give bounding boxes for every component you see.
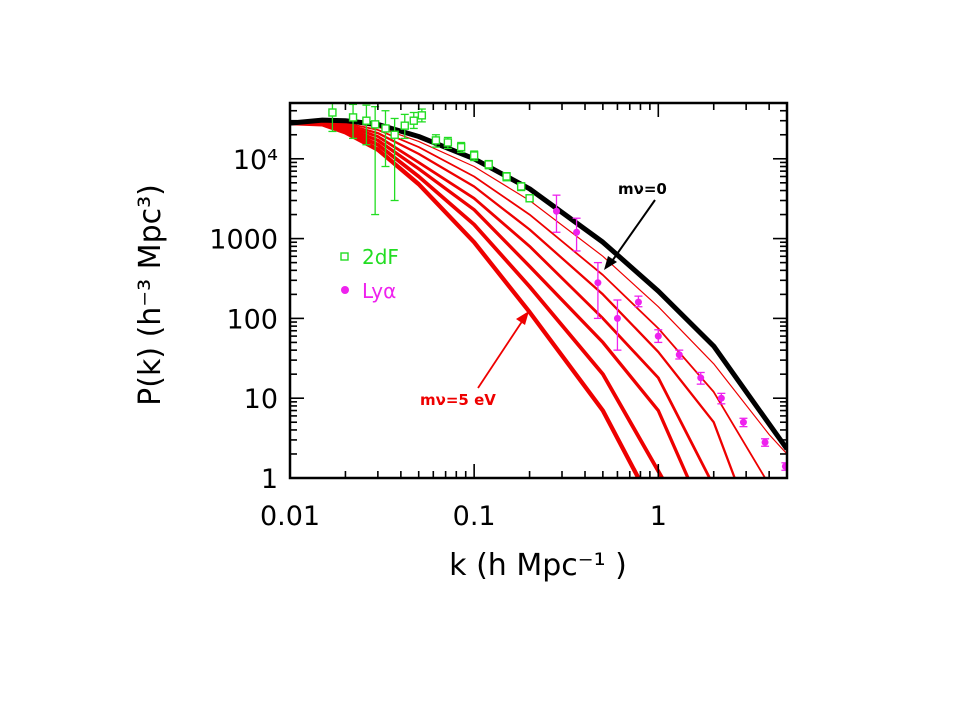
data-point-lya (594, 279, 602, 287)
legend-label-lya: Lyα (362, 279, 396, 303)
data-point-2df (502, 172, 511, 181)
data-point-lya (613, 314, 621, 322)
lya-data-points (552, 194, 787, 471)
data-point-2df (328, 108, 337, 117)
data-point-2df (443, 138, 453, 147)
y-tick-label: 1 (261, 464, 278, 495)
data-point-2df (417, 111, 427, 120)
data-point-lya (552, 207, 560, 215)
data-point-lya (634, 298, 642, 306)
data-point-lya (761, 438, 769, 446)
model-curve (290, 121, 664, 478)
x-tick-label: 0.01 (260, 501, 320, 532)
y-tick-label: 10⁴ (233, 145, 278, 176)
data-point-2df (348, 113, 358, 122)
legend-label-2df: 2dF (362, 245, 399, 269)
plot-frame (288, 101, 789, 480)
x-ticks: 0.01 0.1 1 (260, 103, 788, 532)
x-tick-label: 1 (650, 501, 667, 532)
data-point-2df (456, 142, 466, 152)
data-point-2df (484, 160, 493, 169)
data-point-2df (431, 136, 441, 145)
annotation-mnu-5ev: mν=5 eV (420, 391, 496, 409)
data-point-2df (409, 116, 418, 125)
model-curve (290, 120, 641, 478)
y-tick-label: 100 (226, 304, 278, 335)
x-axis-label: k (h Mpc⁻¹ ) (449, 548, 627, 583)
data-point-lya (675, 351, 683, 359)
legend-marker-2df (340, 252, 349, 261)
x-tick-label: 0.1 (453, 501, 496, 532)
annotations: mν=0 mν=5 eV (420, 180, 667, 409)
y-ticks: 1 10 100 1000 10⁴ (209, 102, 787, 495)
annotation-arrow (609, 199, 656, 265)
2df-data-points (328, 103, 534, 216)
data-point-2df (370, 120, 380, 129)
y-tick-label: 1000 (209, 225, 278, 256)
y-axis-label: P(k) (h⁻³ Mpc³) (133, 184, 168, 406)
model-curves (290, 117, 787, 478)
data-point-2df (516, 182, 526, 191)
data-point-lya (717, 394, 725, 402)
data-point-2df (400, 121, 409, 130)
y-tick-label: 10 (244, 384, 278, 415)
data-point-2df (381, 124, 390, 133)
data-point-lya (573, 228, 581, 236)
data-point-lya (739, 418, 747, 426)
data-point-lya (781, 462, 787, 470)
data-point-lya (654, 332, 662, 340)
annotation-arrow (477, 316, 526, 389)
data-point-2df (390, 130, 399, 139)
data-point-2df (469, 151, 479, 160)
data-point-2df (362, 116, 371, 125)
legend-marker-lya (341, 286, 349, 294)
data-point-2df (525, 194, 534, 203)
legend: 2dF Lyα (340, 245, 399, 303)
annotation-mnu-0: mν=0 (618, 180, 667, 198)
annotation-arrowhead (604, 256, 617, 270)
annotation-arrowhead (516, 311, 529, 325)
data-point-lya (697, 374, 705, 382)
model-curve (290, 121, 711, 478)
